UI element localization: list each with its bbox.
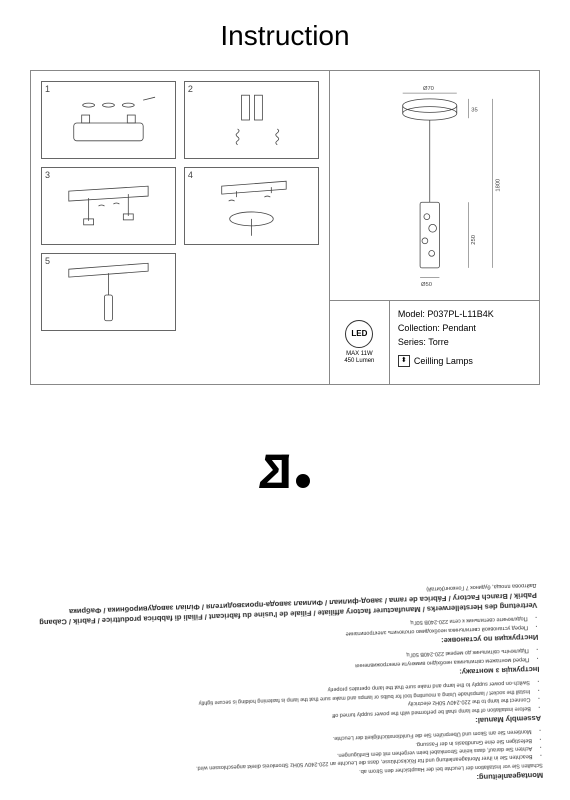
step-1: 1 <box>41 81 176 159</box>
led-spec: LED MAX 11W450 Lumen <box>330 301 390 384</box>
series: Series: Torre <box>398 335 531 349</box>
brand-logo: ΣI <box>30 445 540 500</box>
steps-column: 1 2 <box>31 71 330 384</box>
dim-canopy-height: 35 <box>471 107 477 113</box>
step-2: 2 <box>184 81 319 159</box>
dim-top-diameter: Ø70 <box>423 86 434 92</box>
page-title: Instruction <box>30 20 540 52</box>
ceiling-lamp-icon: ⬍ <box>398 355 410 367</box>
led-icon: LED <box>345 320 373 348</box>
multilingual-instructions: Montageanleitung: Schalten Sie vor Insta… <box>28 584 544 794</box>
step-3: 3 <box>41 167 176 245</box>
dim-body-height: 250 <box>471 235 477 245</box>
step-4: 4 <box>184 167 319 245</box>
step-5: 5 <box>41 253 176 331</box>
dim-total-height: 1800 <box>495 179 501 192</box>
collection: Collection: Pendant <box>398 321 531 335</box>
instruction-panel: 1 2 <box>30 70 540 385</box>
model-number: Model: P037PL-L11B4K <box>398 307 531 321</box>
model-info: Model: P037PL-L11B4K Collection: Pendant… <box>390 301 539 384</box>
dim-bottom-diameter: Ø50 <box>421 282 432 288</box>
dimension-drawing: Ø70 35 1800 250 Ø50 <box>330 71 539 301</box>
category-label: Ceilling Lamps <box>414 354 473 368</box>
